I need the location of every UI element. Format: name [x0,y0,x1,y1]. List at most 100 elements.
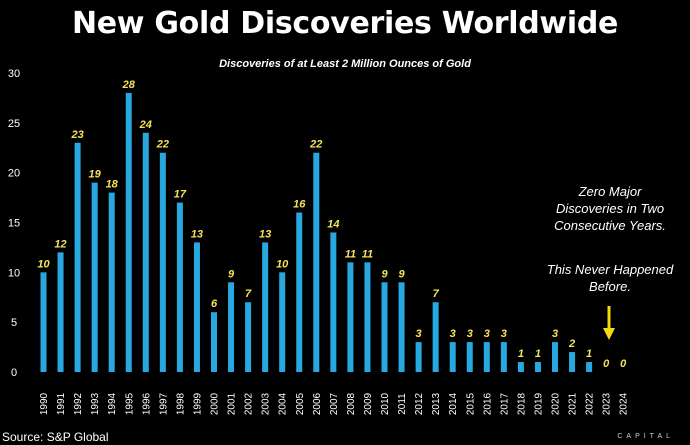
data-label: 1 [518,348,524,360]
bar [91,182,98,372]
x-tick-label: 2015 [465,392,476,415]
bar [415,342,422,372]
data-label: 2 [568,338,575,350]
data-label: 12 [54,238,66,250]
data-label: 7 [245,288,252,300]
bar [296,212,303,372]
data-label: 16 [293,199,306,211]
x-tick-label: 2021 [568,392,579,415]
x-tick-label: 2016 [482,392,493,415]
chart-title: New Gold Discoveries Worldwide [71,6,619,41]
bar [364,262,371,372]
bar [125,92,132,372]
data-label: 3 [501,328,507,340]
x-tick-label: 2019 [533,392,544,415]
x-tick-label: 2012 [414,392,425,415]
y-tick-label: 25 [8,118,20,130]
x-tick-label: 2008 [346,392,357,415]
data-label: 10 [276,258,289,270]
data-label: 7 [433,288,440,300]
bar [330,232,337,372]
bar [176,202,183,372]
data-label: 3 [467,328,473,340]
data-label: 0 [620,358,627,370]
bar [40,272,47,372]
x-tick-label: 2011 [397,393,408,415]
data-label: 10 [37,258,50,270]
x-tick-label: 2005 [295,392,306,415]
down-arrow-icon [603,306,615,340]
x-tick-label: 2024 [619,392,630,415]
x-tick-label: 2004 [278,392,289,415]
bar [211,312,217,372]
x-tick-label: 1995 [124,392,135,415]
y-tick-label: 15 [8,218,20,230]
data-label: 6 [211,298,218,310]
data-label: 9 [398,268,405,280]
x-tick-label: 2010 [380,392,391,415]
data-label: 3 [450,328,456,340]
x-tick-label: 2022 [585,392,596,415]
x-tick-label: 2000 [210,392,221,415]
data-label: 3 [552,328,558,340]
data-label: 28 [122,79,136,91]
bar [552,342,558,372]
x-tick-label: 2013 [431,392,442,415]
data-label: 1 [586,348,592,360]
x-tick-label: 2001 [227,392,238,415]
bar [381,282,388,372]
bar [159,152,166,372]
data-label: 13 [191,228,203,240]
annotation-never-before: This Never Happened Before. [546,262,674,294]
x-tick-label: 2020 [551,392,562,415]
bar [398,282,405,372]
data-label: 3 [416,328,422,340]
x-tick-label: 2003 [261,392,272,415]
x-tick-label: 1997 [158,392,169,415]
data-label: 0 [603,358,610,370]
x-tick-label: 2002 [244,392,255,415]
y-tick-label: 10 [8,267,20,279]
bar [74,142,81,372]
x-tick-label: 1996 [141,392,152,415]
bar [500,342,507,372]
bar [432,302,439,372]
data-label: 14 [327,218,339,230]
bar [313,152,320,372]
bar [57,252,64,372]
data-label: 9 [381,268,388,280]
bar [245,302,252,372]
bar [534,362,541,372]
data-label: 22 [309,139,322,151]
data-label: 22 [156,139,169,151]
chart-subtitle: Discoveries of at Least 2 Million Ounces… [219,58,471,70]
x-tick-label: 2007 [329,392,340,415]
bar [193,242,200,372]
y-tick-label: 20 [8,168,20,180]
bar [347,262,354,372]
x-tick-label: 2009 [363,392,374,415]
bar [586,362,593,372]
y-tick-label: 5 [11,317,17,329]
bar [142,132,149,372]
bars [40,92,593,372]
bar [108,192,115,372]
x-tick-label: 2023 [602,392,613,415]
bar [483,342,490,372]
bar [569,352,576,372]
data-label: 13 [259,228,271,240]
data-label: 11 [345,248,356,260]
bar [262,242,269,372]
bar [466,342,473,372]
data-label: 17 [174,189,187,201]
x-tick-label: 1992 [73,392,84,415]
x-tick-label: 2017 [499,392,510,415]
data-label: 3 [484,328,490,340]
bar [228,282,235,372]
data-label: 23 [70,129,83,141]
x-tick-label: 1993 [90,392,101,415]
y-tick-label: 30 [8,68,20,80]
x-tick-label: 1994 [107,392,118,415]
